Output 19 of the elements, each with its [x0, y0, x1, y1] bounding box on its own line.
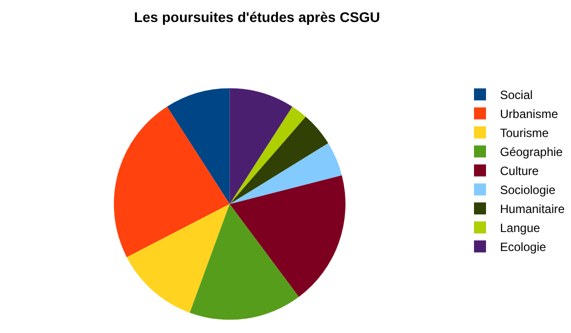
pie-slice	[114, 106, 230, 258]
legend-label: Social	[500, 88, 533, 102]
legend-label: Sociologie	[500, 183, 556, 198]
pie-slice	[230, 143, 342, 204]
pie-slice	[190, 204, 299, 320]
legend-label: Tourisme	[500, 126, 550, 140]
legend-label: Culture	[500, 164, 540, 178]
chart-title: Les poursuites d'études après CSGU	[134, 8, 380, 25]
legend-label: Ecologie	[500, 240, 546, 254]
legend-label: Urbanisme	[500, 107, 558, 122]
pie-slice	[167, 88, 230, 204]
pie-slice	[230, 175, 346, 297]
pie-slice	[126, 204, 230, 313]
legend-label: Géographie	[500, 145, 564, 160]
legend-label: Langue	[500, 221, 540, 236]
pie-slice	[230, 116, 328, 204]
pie-slice	[230, 106, 306, 204]
legend-label: Humanitaire	[500, 202, 566, 216]
pie-slice	[230, 88, 292, 204]
